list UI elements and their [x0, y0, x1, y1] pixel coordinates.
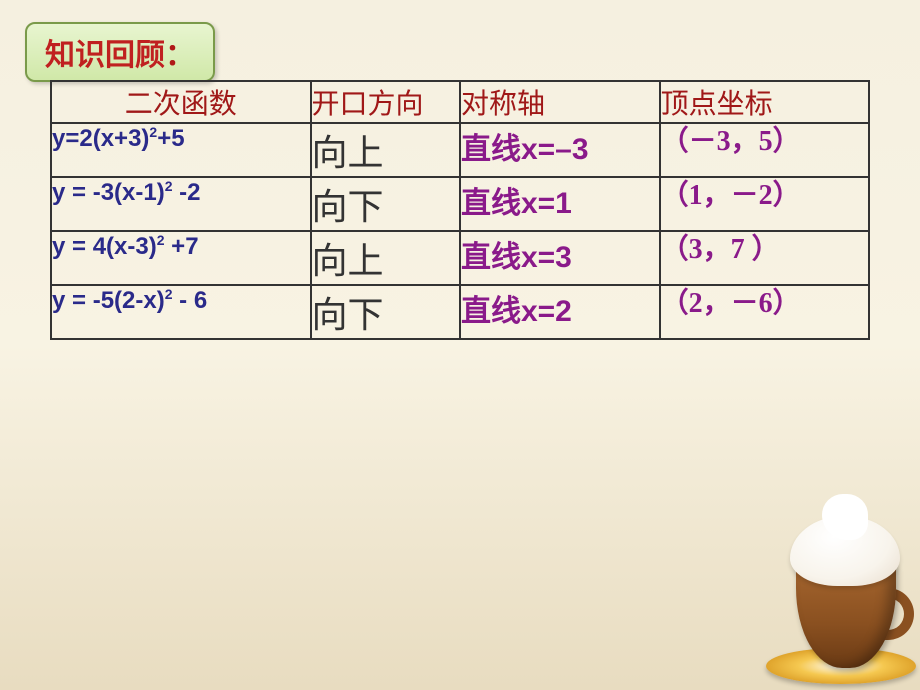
axis-label: 直线 [461, 241, 521, 274]
whipped-cream-icon [790, 516, 900, 586]
fn-sup: 2 [165, 178, 173, 194]
table-header-row: 二次函数 开口方向 对称轴 顶点坐标 [51, 81, 869, 123]
axis-cell: 直线x=–3 [460, 123, 660, 177]
table-row: y = -3(x-1)2 -2 向下 直线x=1 （1，－2） [51, 177, 869, 231]
axis-cell: 直线x=3 [460, 231, 660, 285]
title-colon: ： [165, 39, 195, 72]
title-badge: 知识回顾： [25, 22, 215, 82]
fn-pre: y = -5(2-x) [52, 287, 165, 314]
direction-cell: 向上 [311, 231, 460, 285]
fn-sup: 2 [165, 286, 173, 302]
axis-x: x=–3 [521, 133, 589, 166]
vertex-cell: （3，7 ） [660, 231, 869, 285]
function-cell: y = -5(2-x)2 - 6 [51, 285, 311, 339]
fn-sup: 2 [157, 232, 165, 248]
fn-pre: y = 4(x-3) [52, 233, 157, 260]
quadratic-table: 二次函数 开口方向 对称轴 顶点坐标 y=2(x+3)2+5 向上 直线x=–3… [50, 80, 870, 340]
fn-post: +7 [165, 233, 199, 260]
axis-x: x=2 [521, 295, 572, 328]
title-text: 知识回顾 [45, 39, 165, 72]
vertex-cell: （2，－6） [660, 285, 869, 339]
axis-label: 直线 [461, 133, 521, 166]
col-header-direction: 开口方向 [311, 81, 460, 123]
fn-pre: y = -3(x-1) [52, 179, 165, 206]
table-row: y = -5(2-x)2 - 6 向下 直线x=2 （2，－6） [51, 285, 869, 339]
coffee-cup-decor [750, 510, 920, 690]
direction-cell: 向下 [311, 177, 460, 231]
function-cell: y = -3(x-1)2 -2 [51, 177, 311, 231]
function-cell: y = 4(x-3)2 +7 [51, 231, 311, 285]
col-header-axis: 对称轴 [460, 81, 660, 123]
axis-cell: 直线x=1 [460, 177, 660, 231]
axis-x: x=1 [521, 187, 572, 220]
direction-cell: 向下 [311, 285, 460, 339]
axis-x: x=3 [521, 241, 572, 274]
vertex-cell: （1，－2） [660, 177, 869, 231]
table-row: y = 4(x-3)2 +7 向上 直线x=3 （3，7 ） [51, 231, 869, 285]
fn-pre: y=2(x+3) [52, 125, 149, 152]
fn-post: -2 [173, 179, 201, 206]
col-header-function: 二次函数 [51, 81, 311, 123]
fn-post: - 6 [173, 287, 208, 314]
direction-cell: 向上 [311, 123, 460, 177]
col-header-vertex: 顶点坐标 [660, 81, 869, 123]
axis-label: 直线 [461, 295, 521, 328]
table-row: y=2(x+3)2+5 向上 直线x=–3 （－3，5） [51, 123, 869, 177]
function-cell: y=2(x+3)2+5 [51, 123, 311, 177]
axis-label: 直线 [461, 187, 521, 220]
vertex-cell: （－3，5） [660, 123, 869, 177]
axis-cell: 直线x=2 [460, 285, 660, 339]
fn-post: +5 [157, 125, 184, 152]
